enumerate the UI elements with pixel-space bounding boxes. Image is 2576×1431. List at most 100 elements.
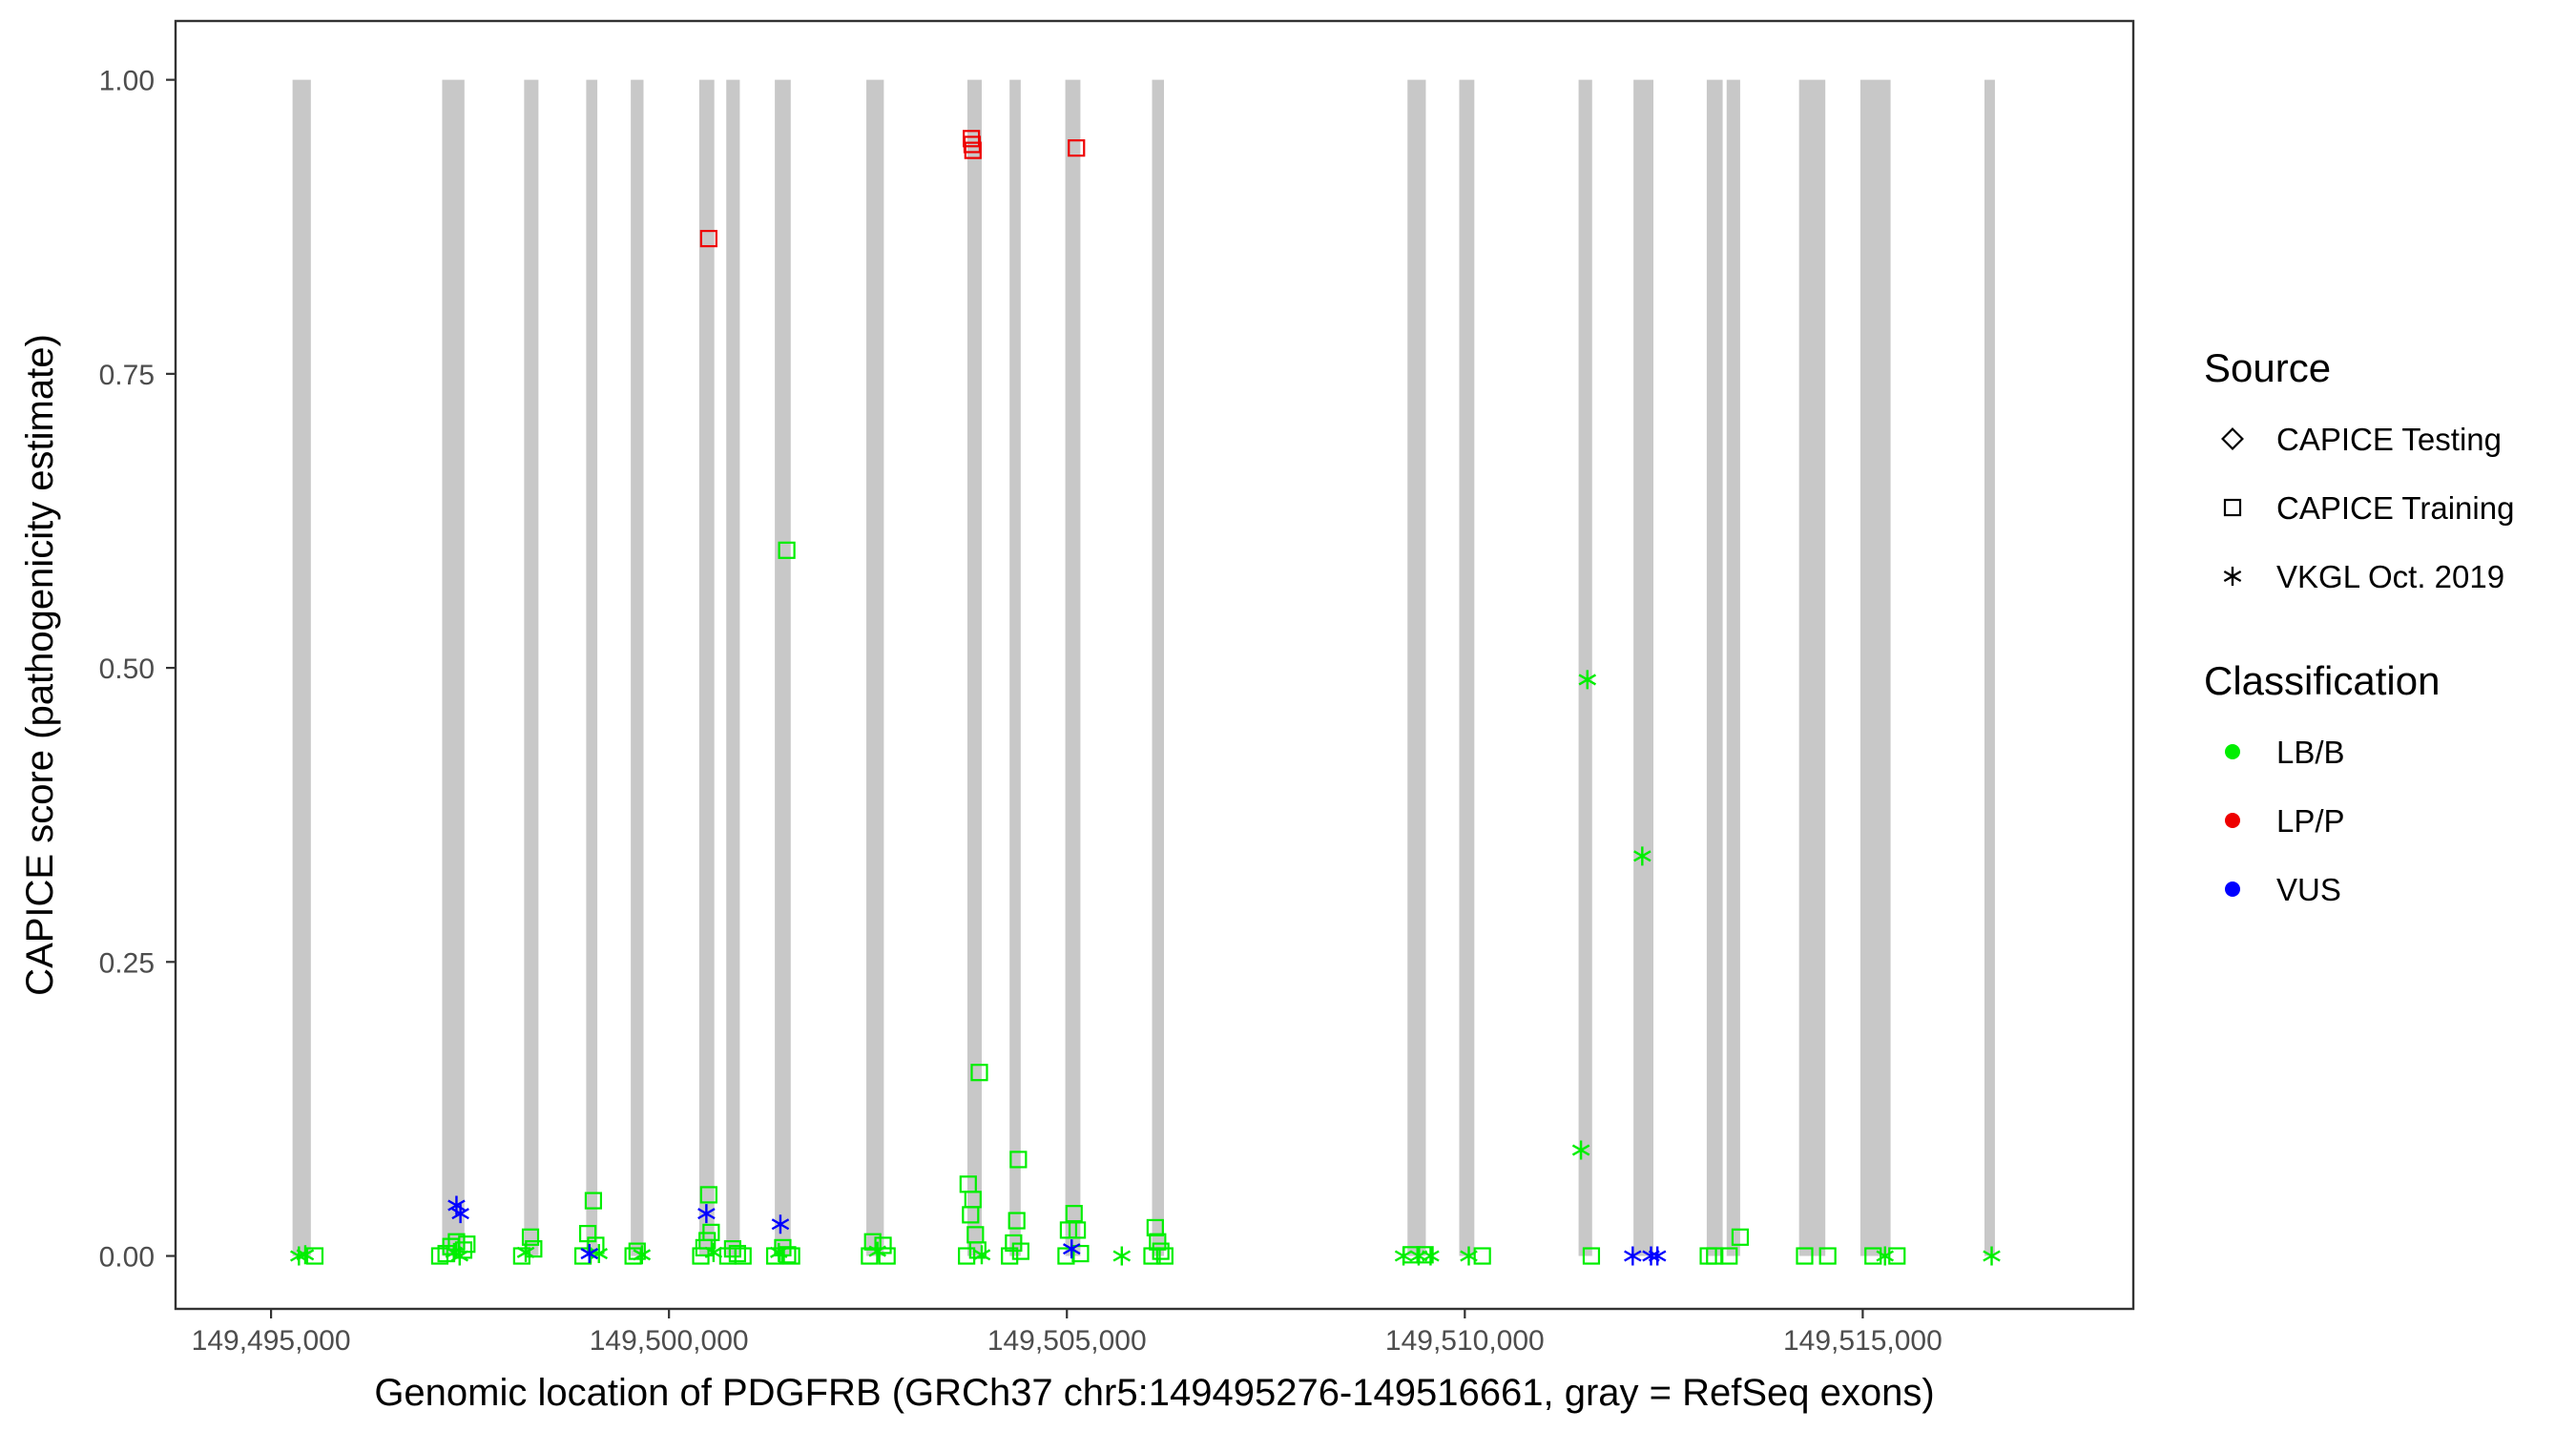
- data-point: [734, 1247, 752, 1265]
- exon-bands: [292, 79, 1995, 1256]
- data-point: [573, 1247, 592, 1265]
- x-tick-label: 149,495,000: [192, 1325, 351, 1357]
- data-point: [779, 1246, 797, 1264]
- x-axis: 149,495,000 149,500,000 149,505,000 149,510…: [192, 1309, 1942, 1357]
- exon-band: [698, 79, 715, 1256]
- data-point: [1001, 1247, 1019, 1265]
- y-tick-label: 0.50: [99, 653, 155, 685]
- exon-band: [1009, 79, 1021, 1256]
- data-point: [451, 1204, 469, 1224]
- y-tick-label: 0.00: [99, 1242, 155, 1274]
- data-point: [1888, 1247, 1906, 1265]
- legend-key: [2225, 813, 2240, 828]
- data-point: [972, 1245, 991, 1265]
- x-tick-label: 149,500,000: [590, 1325, 749, 1357]
- data-point: [1796, 1247, 1814, 1265]
- exon-band: [1798, 79, 1826, 1256]
- exon-band: [966, 79, 982, 1256]
- exon-band: [1152, 79, 1165, 1256]
- exon-band: [866, 79, 884, 1256]
- data-point: [1731, 1228, 1750, 1246]
- y-tick-label: 1.00: [99, 66, 155, 97]
- exon-band: [775, 79, 791, 1256]
- data-point: [1582, 1247, 1601, 1265]
- data-point: [458, 1235, 476, 1254]
- data-point: [697, 1204, 716, 1224]
- data-points: [290, 130, 2001, 1266]
- data-point: [1008, 1212, 1026, 1230]
- legend-label: LB/B: [2276, 735, 2345, 770]
- legend-key: [2223, 567, 2242, 586]
- data-point: [633, 1245, 652, 1265]
- data-point: [305, 1247, 324, 1265]
- data-point: [584, 1192, 603, 1210]
- exon-band: [1984, 79, 1995, 1256]
- data-point: [1065, 1205, 1083, 1223]
- exon-band: [1459, 79, 1475, 1256]
- data-point: [1059, 1221, 1078, 1239]
- data-point: [628, 1242, 646, 1260]
- data-point: [1146, 1218, 1164, 1237]
- exon-band: [524, 79, 539, 1256]
- exon-band: [1578, 79, 1592, 1256]
- y-tick-label: 0.75: [99, 360, 155, 391]
- data-point: [1011, 1242, 1029, 1260]
- exon-band: [726, 79, 740, 1256]
- data-point: [1624, 1246, 1642, 1266]
- x-tick-label: 149,515,000: [1783, 1325, 1942, 1357]
- data-point: [1864, 1247, 1882, 1265]
- data-point: [1143, 1247, 1161, 1265]
- data-point: [964, 1191, 982, 1209]
- data-point: [521, 1228, 540, 1246]
- data-point: [1152, 1242, 1170, 1260]
- legend-key: [2223, 498, 2242, 517]
- exon-band: [292, 79, 311, 1256]
- exon-band: [631, 79, 644, 1256]
- legend-key: [2225, 744, 2240, 759]
- data-point: [1155, 1247, 1174, 1265]
- data-point: [1818, 1247, 1837, 1265]
- data-point: [964, 141, 982, 159]
- exon-band: [586, 79, 598, 1256]
- data-point: [782, 1247, 800, 1265]
- data-point: [970, 1064, 988, 1082]
- y-axis-title: CAPICE score (pathogenicity estimate): [19, 334, 61, 996]
- legend-title: Classification: [2204, 658, 2440, 703]
- data-point: [1112, 1246, 1132, 1266]
- data-point: [1422, 1246, 1440, 1266]
- legend-label: VKGL Oct. 2019: [2276, 559, 2504, 594]
- data-point: [1571, 1140, 1590, 1160]
- data-point: [1578, 670, 1597, 690]
- exon-band: [1859, 79, 1891, 1256]
- data-point: [1473, 1247, 1491, 1265]
- exon-band: [1065, 79, 1081, 1256]
- data-point: [1068, 139, 1086, 157]
- legend: Source CAPICE Testing CAPICE Training VKGL …: [2204, 345, 2514, 907]
- legend-label: CAPICE Testing: [2276, 422, 2502, 457]
- data-point: [1720, 1247, 1738, 1265]
- legend-key: [2221, 427, 2244, 450]
- data-point: [728, 1244, 747, 1263]
- x-tick-label: 149,510,000: [1385, 1325, 1545, 1357]
- x-axis-title: Genomic location of PDGFRB (GRCh37 chr5:…: [374, 1372, 1934, 1414]
- legend-title: Source: [2204, 345, 2331, 390]
- data-point: [1648, 1246, 1667, 1266]
- data-point: [580, 1244, 599, 1264]
- data-point: [771, 1214, 790, 1234]
- data-point: [702, 1223, 720, 1241]
- data-point: [525, 1240, 543, 1258]
- legend-label: LP/P: [2276, 803, 2345, 839]
- x-tick-label: 149,505,000: [987, 1325, 1147, 1357]
- data-point: [778, 541, 796, 559]
- data-point: [454, 1241, 473, 1259]
- exon-band: [1706, 79, 1723, 1256]
- data-point: [1062, 1239, 1081, 1259]
- exon-band: [1407, 79, 1426, 1256]
- data-point: [699, 229, 717, 248]
- data-point: [296, 1245, 315, 1265]
- exon-band: [442, 79, 465, 1256]
- data-point: [958, 1247, 976, 1265]
- data-point: [874, 1236, 892, 1255]
- data-point: [1009, 1151, 1028, 1169]
